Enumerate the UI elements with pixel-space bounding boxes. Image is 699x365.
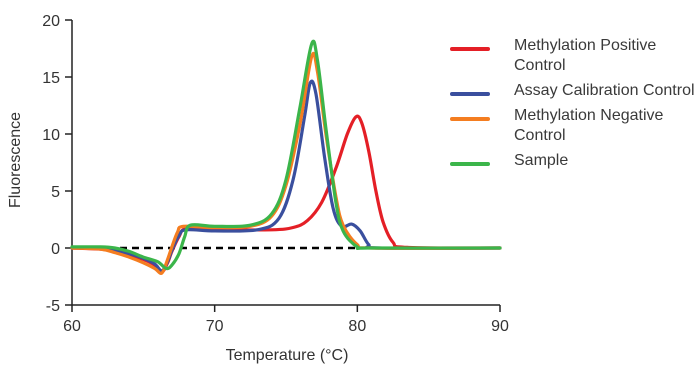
legend-label: Methylation Negative Control	[514, 107, 664, 144]
x-tick-label: 60	[63, 318, 81, 335]
legend-label: Sample	[514, 152, 569, 169]
legend-item-methylation-negative: Methylation Negative Control	[440, 106, 695, 146]
series-line-sample	[70, 39, 502, 271]
legend-label: Assay Calibration Control	[514, 82, 695, 99]
legend-item-assay-calibration: Assay Calibration Control	[440, 81, 695, 101]
y-tick-label: 5	[51, 184, 60, 201]
y-tick-label: 15	[42, 70, 60, 87]
legend-item-methylation-positive: Methylation Positive Control	[440, 36, 695, 76]
x-tick-label: 80	[348, 318, 366, 335]
axes: -5 0 5 10 15 20 60 70 80 90	[42, 13, 509, 335]
y-axis-title: Fluorescence	[7, 112, 24, 208]
y-tick-label: 0	[51, 241, 60, 258]
y-tick-label: 20	[42, 13, 60, 30]
legend-swatch-red	[450, 47, 490, 51]
legend-swatch-orange	[450, 117, 490, 121]
legend-label: Methylation Positive Control	[514, 37, 657, 74]
y-tick-label: -5	[46, 298, 60, 315]
x-axis-title: Temperature (°C)	[226, 347, 349, 364]
title-fragment: ...	[270, 0, 286, 3]
series-line-methylation-negative	[70, 51, 502, 275]
legend-item-sample: Sample	[440, 151, 695, 171]
x-tick-label: 90	[491, 318, 509, 335]
legend-swatch-blue	[450, 92, 490, 96]
x-tick-label: 70	[206, 318, 224, 335]
series-layer	[70, 39, 502, 275]
legend: Methylation Positive Control Assay Calib…	[440, 36, 695, 176]
legend-swatch-green	[450, 162, 490, 166]
y-tick-label: 10	[42, 127, 60, 144]
